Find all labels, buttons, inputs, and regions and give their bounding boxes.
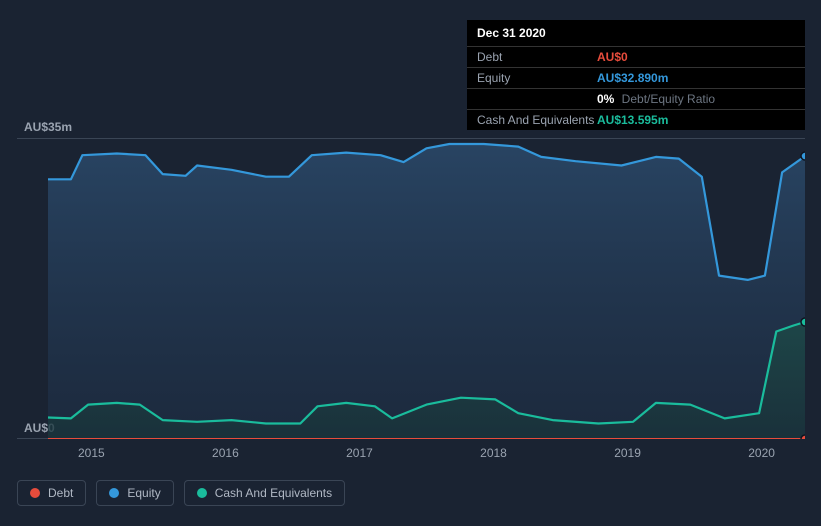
x-tick-label: 2018 [480, 446, 507, 460]
tooltip-row-value: AU$0 [597, 50, 628, 64]
x-tick-label: 2017 [346, 446, 373, 460]
tooltip-row-value: AU$32.890m [597, 71, 668, 85]
y-axis-max-label: AU$35m [24, 120, 72, 134]
tooltip-row-suffix: Debt/Equity Ratio [618, 92, 715, 106]
tooltip-row: Cash And EquivalentsAU$13.595m [467, 110, 805, 130]
legend-swatch-icon [30, 488, 40, 498]
legend-swatch-icon [197, 488, 207, 498]
tooltip-date: Dec 31 2020 [467, 20, 805, 47]
x-tick-label: 2015 [78, 446, 105, 460]
chart-plot-area[interactable] [48, 138, 805, 439]
tooltip-row-label: Equity [477, 71, 597, 85]
x-tick-label: 2020 [748, 446, 775, 460]
legend-item[interactable]: Debt [17, 480, 86, 506]
chart-tooltip: Dec 31 2020 DebtAU$0EquityAU$32.890m0% D… [467, 20, 805, 130]
x-axis: 2015 2016 2017 2018 2019 2020 [48, 446, 805, 460]
tooltip-row-value: AU$13.595m [597, 113, 668, 127]
tooltip-row: DebtAU$0 [467, 47, 805, 68]
tooltip-row-label: Cash And Equivalents [477, 113, 597, 127]
tooltip-row: 0% Debt/Equity Ratio [467, 89, 805, 110]
legend-label: Cash And Equivalents [215, 486, 332, 500]
legend-label: Equity [127, 486, 160, 500]
x-tick-label: 2019 [614, 446, 641, 460]
tooltip-row-label [477, 92, 597, 106]
tooltip-row-value: 0% Debt/Equity Ratio [597, 92, 715, 106]
chart-legend: Debt Equity Cash And Equivalents [17, 480, 345, 506]
tooltip-row-label: Debt [477, 50, 597, 64]
legend-item[interactable]: Cash And Equivalents [184, 480, 345, 506]
tooltip-row: EquityAU$32.890m [467, 68, 805, 89]
legend-swatch-icon [109, 488, 119, 498]
x-tick-label: 2016 [212, 446, 239, 460]
legend-item[interactable]: Equity [96, 480, 173, 506]
legend-label: Debt [48, 486, 73, 500]
